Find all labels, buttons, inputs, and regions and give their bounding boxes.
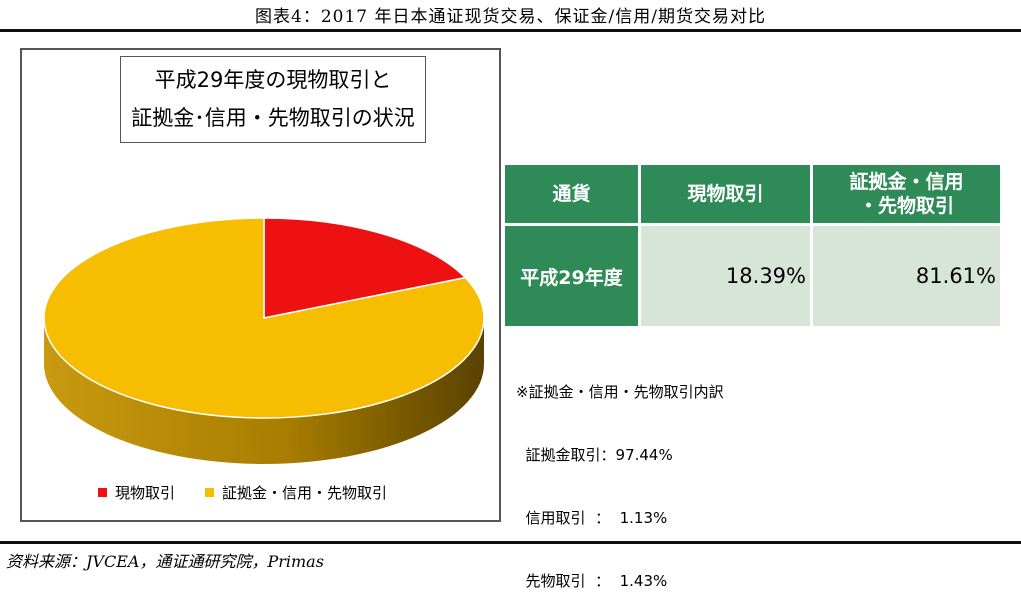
- pie-side-band: [44, 318, 484, 464]
- legend: 現物取引 証拠金・信用・先物取引: [98, 482, 417, 503]
- top-rule: [0, 29, 1021, 32]
- note-line: ※証拠金・信用・先物取引内訳: [516, 383, 724, 401]
- table-cell-margin: 81.61%: [813, 226, 1000, 326]
- note-line: 信用取引 ： 1.13%: [516, 509, 668, 527]
- legend-item-spot: 現物取引: [98, 482, 175, 503]
- table-header-margin: 証拠金・信用 ・先物取引: [813, 165, 1000, 223]
- note-line: 証拠金取引：97.44%: [516, 446, 673, 464]
- table-header-currency: 通貨: [505, 165, 638, 223]
- table-header-spot: 現物取引: [641, 165, 810, 223]
- note-line: 先物取引 ： 1.43%: [516, 572, 668, 590]
- pie-slice-0: [263, 217, 467, 319]
- chart-title-box: 平成29年度の現物取引と 証拠金･信用・先物取引の状況: [120, 56, 426, 143]
- table-cell-spot: 18.39%: [641, 226, 810, 326]
- source-note: 资料来源：JVCEA，通证通研究院，Primas: [6, 552, 324, 571]
- chart-title-line-1: 平成29年度の現物取引と: [154, 68, 392, 92]
- figure-title: 图表4：2017 年日本通证现货交易、保证金/信用/期货交易对比: [255, 7, 766, 27]
- legend-swatch-spot: [98, 488, 107, 497]
- pie-chart: [43, 217, 485, 464]
- table-row-label: 平成29年度: [505, 226, 638, 326]
- legend-label-margin: 証拠金・信用・先物取引: [222, 484, 388, 502]
- pie-slice-1: [43, 217, 485, 419]
- legend-item-margin: 証拠金・信用・先物取引: [205, 482, 387, 503]
- legend-label-spot: 現物取引: [115, 484, 176, 502]
- legend-swatch-margin: [205, 488, 215, 497]
- data-table: 通貨 現物取引 証拠金・信用 ・先物取引 平成29年度 18.39% 81.61…: [502, 162, 1003, 329]
- bottom-rule: [0, 541, 1021, 544]
- chart-frame: 平成29年度の現物取引と 証拠金･信用・先物取引の状況 現物取引 証拠金・信用・…: [20, 48, 501, 522]
- table-row: 平成29年度 18.39% 81.61%: [505, 226, 1000, 326]
- breakdown-note: ※証拠金・信用・先物取引内訳 証拠金取引：97.44% 信用取引 ： 1.13%…: [516, 340, 724, 613]
- chart-title-line-2: 証拠金･信用・先物取引の状況: [131, 106, 415, 130]
